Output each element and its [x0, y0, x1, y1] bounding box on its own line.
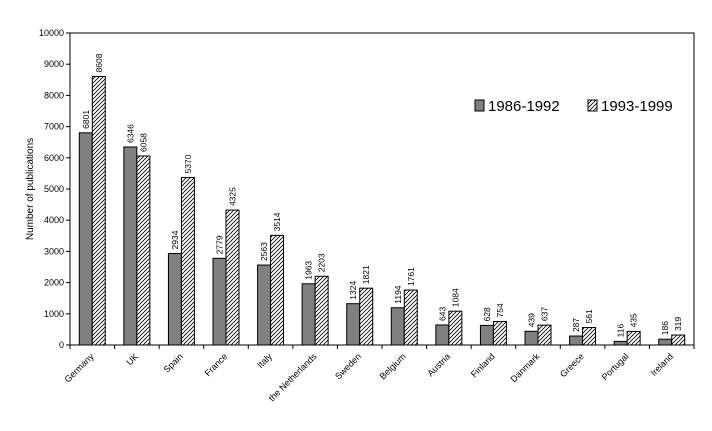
- x-tick-label: Ireland: [649, 351, 676, 378]
- data-label: 3514: [272, 212, 282, 231]
- y-tick-label: 1000: [44, 309, 64, 319]
- data-label: 561: [584, 309, 594, 323]
- bar-series2: [359, 287, 374, 346]
- x-tick-label: Germany: [62, 351, 96, 385]
- data-label: 1963: [304, 261, 314, 280]
- y-tick-label: 4000: [44, 215, 64, 225]
- bar-series1: [524, 330, 539, 346]
- bar-series1: [479, 324, 494, 346]
- x-tick-label: Greece: [558, 351, 586, 379]
- bar-series2: [448, 310, 463, 346]
- y-axis-label: Number of publications: [25, 138, 36, 240]
- bar-series2: [180, 176, 195, 346]
- data-label: 643: [437, 306, 447, 320]
- bar-series2: [314, 275, 329, 346]
- x-tick-label: France: [203, 351, 230, 378]
- bar-series2: [403, 289, 418, 346]
- y-tick-label: 2000: [44, 278, 64, 288]
- bar-series2: [626, 330, 641, 346]
- data-label: 6346: [125, 124, 135, 143]
- x-tick-label: Sweden: [333, 351, 363, 381]
- plot-area: [69, 32, 695, 346]
- bar-series1: [435, 324, 450, 346]
- x-tick-label: Belgium: [378, 351, 408, 381]
- bar-series2: [671, 334, 686, 346]
- bar-series2: [582, 326, 597, 346]
- x-tick-label: the Netherlands: [267, 351, 319, 403]
- y-tick-label: 0: [59, 340, 64, 350]
- data-label: 319: [673, 317, 683, 331]
- y-axis: 0 1000 2000 3000 4000 5000 6000 7000 8000 9000 100…: [39, 28, 70, 350]
- bar-series1: [569, 335, 584, 346]
- bar-series1: [301, 283, 316, 346]
- data-label: 6801: [81, 110, 91, 129]
- data-label: 287: [571, 318, 581, 332]
- bar-series1: [123, 146, 138, 346]
- data-label: 8608: [94, 53, 104, 72]
- data-label: 439: [527, 313, 537, 327]
- bar-series1: [346, 303, 361, 346]
- data-label: 2934: [170, 230, 180, 249]
- x-tick-label: Spain: [161, 351, 184, 374]
- x-tick-label: Finland: [469, 351, 497, 379]
- x-tick-label: UK: [124, 351, 140, 367]
- y-tick-label: 9000: [44, 59, 64, 69]
- x-tick-label: Danmark: [509, 351, 542, 384]
- bar-series1: [613, 340, 628, 346]
- x-tick-label: Austria: [425, 351, 452, 378]
- legend-label: 1993-1999: [601, 98, 673, 115]
- bars-group: 6801 8608 6346 6058 2934 5370 2779 4325 2563 3514…: [78, 53, 686, 346]
- bar-series2: [91, 75, 106, 346]
- data-label: 186: [660, 321, 670, 335]
- x-tick-label: Portugal: [600, 351, 631, 382]
- data-label: 435: [629, 313, 639, 327]
- data-label: 1194: [393, 285, 403, 304]
- bar-series1: [257, 264, 272, 346]
- x-tick-label: Italy: [255, 351, 274, 370]
- y-tick-label: 8000: [44, 90, 64, 100]
- y-tick-label: 6000: [44, 153, 64, 163]
- plot-frame: [69, 32, 695, 346]
- data-label: 6058: [138, 133, 148, 152]
- data-label: 2203: [317, 253, 327, 272]
- data-label: 116: [616, 324, 626, 338]
- data-label: 5370: [183, 154, 193, 173]
- legend-swatch: [587, 99, 598, 112]
- bar-series2: [225, 209, 240, 346]
- bar-series1: [167, 252, 182, 346]
- bar-series1: [212, 257, 227, 346]
- data-label: 1821: [361, 265, 371, 284]
- data-label: 4325: [228, 187, 238, 206]
- bar-series1: [390, 307, 405, 346]
- legend-label: 1986-1992: [488, 98, 560, 115]
- data-label: 1084: [450, 288, 460, 307]
- bar-series2: [537, 324, 552, 346]
- data-label: 1324: [348, 281, 358, 300]
- bar-series2: [270, 234, 285, 346]
- data-label: 637: [540, 307, 550, 321]
- bar-series2: [492, 320, 507, 346]
- bar-series1: [658, 338, 673, 346]
- data-label: 2563: [259, 242, 269, 261]
- bar-series1: [78, 132, 93, 346]
- data-label: 628: [482, 307, 492, 321]
- bar-series2: [136, 155, 151, 346]
- y-tick-label: 3000: [44, 246, 64, 256]
- y-tick-label: 5000: [44, 184, 64, 194]
- y-tick-label: 7000: [44, 122, 64, 132]
- data-label: 754: [495, 303, 505, 317]
- y-tick-label: 10000: [39, 28, 64, 38]
- data-label: 1761: [406, 267, 416, 286]
- data-label: 2779: [215, 235, 225, 254]
- legend-swatch: [474, 99, 485, 112]
- legend: 1986-1992 1993-1999: [474, 98, 673, 115]
